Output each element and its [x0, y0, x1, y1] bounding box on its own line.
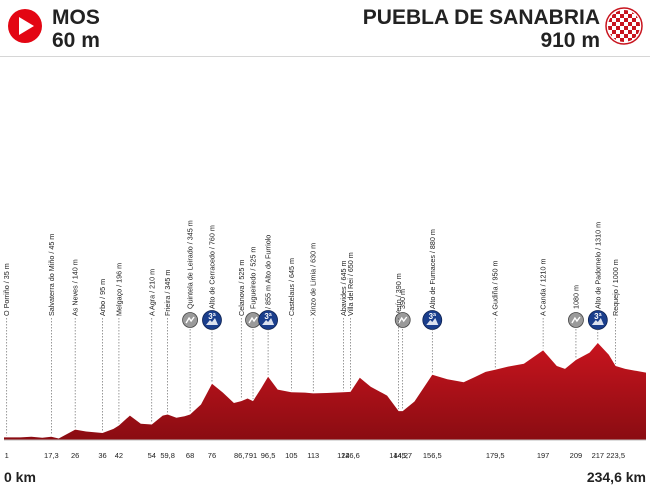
checkered-flag-icon	[605, 7, 643, 45]
waypoint-label: Frieira / 345 m	[163, 270, 172, 316]
intermediate-sprint-icon	[568, 312, 584, 328]
category-climb-icon: 3ª	[258, 310, 278, 330]
km-tick-label: 54	[148, 451, 156, 460]
km-tick-label: 59,8	[160, 451, 175, 460]
climb-category-label: 3ª	[208, 312, 215, 321]
waypoint-label: Villa del Rei / 650 m	[346, 252, 355, 316]
waypoint-label: Castelaus / 645 m	[287, 258, 296, 316]
waypoint-label: Verín / 390 m	[394, 273, 403, 316]
waypoint-label: Fugueiredo / 525 m	[249, 247, 258, 309]
km-tick-label: 113	[307, 451, 319, 460]
waypoint-label: Abavides / 645 m	[339, 260, 348, 316]
km-tick-label: 217	[592, 451, 605, 460]
km-tick-label: 96,5	[261, 451, 276, 460]
header-divider	[0, 56, 650, 57]
km-tick-label: 91	[249, 451, 257, 460]
category-climb-icon: 3ª	[422, 310, 443, 330]
category-climb-icon: 3ª	[587, 310, 608, 330]
waypoint-label: Melgaço / 196 m	[114, 263, 123, 316]
start-altitude: 60 m	[52, 29, 100, 52]
category-climb-icon: 3ª	[202, 310, 222, 330]
intermediate-sprint-icon	[182, 312, 198, 328]
waypoint-label: 1080 m	[571, 285, 580, 309]
waypoint-label: Celanova / 525 m	[237, 260, 246, 316]
km-tick-label: 179,5	[486, 451, 505, 460]
km-tick-label: 156,5	[423, 451, 442, 460]
finish-altitude: 910 m	[540, 29, 600, 52]
waypoint-label: As Neves / 140 m	[71, 259, 80, 316]
waypoint-label: Requejo / 1000 m	[611, 259, 620, 316]
km-tick-label: 223,5	[606, 451, 625, 460]
waypoint-label: Alto de Fumaces / 880 m	[428, 229, 437, 309]
km-tick-label: 144,2	[389, 451, 408, 460]
start-name: MOS	[52, 6, 100, 29]
elevation-profile-area	[4, 343, 646, 440]
waypoint-label: A Gudiña / 950 m	[491, 260, 500, 316]
km-tick-label: 17,3	[44, 451, 59, 460]
finish-km-label: 234,6 km	[587, 469, 646, 485]
km-tick-label: 145,7	[393, 451, 412, 460]
waypoint-label: Alto de Padornelo / 1310 m	[593, 222, 602, 309]
waypoint-label: Alto de Cerracedo / 760 m	[207, 225, 216, 309]
climb-category-label: 3ª	[594, 312, 601, 321]
climb-category-label: 3ª	[264, 312, 271, 321]
km-tick-label: 105	[285, 451, 298, 460]
waypoint-label: O Porriño / 35 m	[2, 263, 11, 316]
km-tick-label: 197	[537, 451, 550, 460]
waypoint-label: A Agra / 210 m	[147, 269, 156, 316]
waypoint-label: Quintela de Leirado / 345 m	[186, 220, 195, 309]
start-km-label: 0 km	[4, 469, 36, 485]
km-tick-label: 42	[115, 451, 123, 460]
km-tick-label: 124	[337, 451, 350, 460]
km-tick-label: 68	[186, 451, 194, 460]
waypoint-label: Salvaterra do Miño / 45 m	[47, 234, 56, 316]
km-tick-label: 126,6	[341, 451, 360, 460]
km-tick-label: 26	[71, 451, 79, 460]
start-marker-icon	[8, 9, 42, 43]
intermediate-sprint-icon	[394, 312, 411, 328]
waypoint-label: A Canda / 1210 m	[539, 258, 548, 316]
waypoint-label: Xinzo de Limia / 630 m	[309, 243, 318, 316]
waypoint-label: / 855 m Alto do Furriolo	[264, 235, 273, 309]
waypoint-label: Arbo / 95 m	[98, 279, 107, 316]
km-tick-label: 36	[98, 451, 106, 460]
climb-category-label: 3ª	[429, 312, 436, 321]
km-tick-label: 86,7	[234, 451, 249, 460]
waypoint-label: 390 m	[398, 289, 407, 309]
finish-name: PUEBLA DE SANABRIA	[363, 6, 600, 29]
km-tick-label: 1	[5, 451, 9, 460]
km-tick-label: 76	[208, 451, 216, 460]
km-tick-label: 209	[570, 451, 583, 460]
